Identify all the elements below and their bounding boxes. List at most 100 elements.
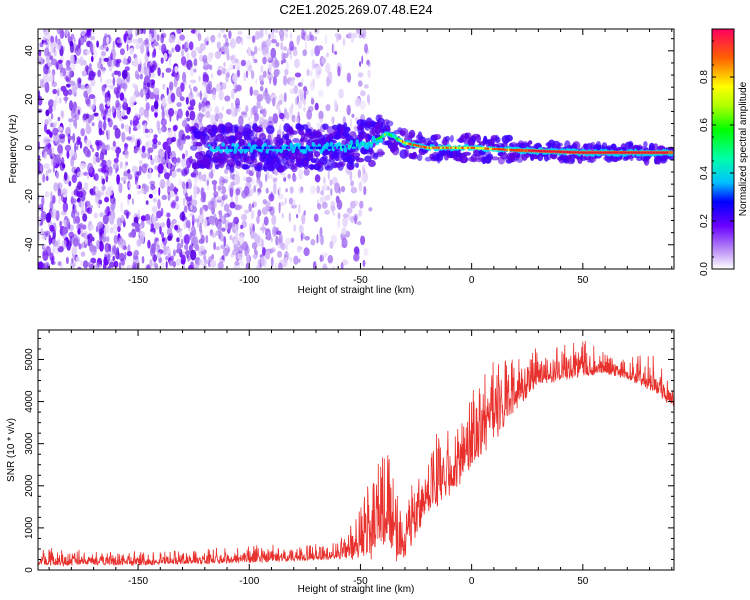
band-halo-blob xyxy=(347,164,355,171)
noise-speckle xyxy=(59,133,66,139)
noise-speckle xyxy=(116,77,123,85)
noise-speckle xyxy=(235,84,242,92)
noise-speckle xyxy=(136,181,139,191)
noise-speckle xyxy=(96,239,100,250)
band-peak-cell xyxy=(630,151,633,154)
noise-speckle xyxy=(133,148,138,154)
band-outer-core xyxy=(349,139,354,146)
noise-speckle xyxy=(185,96,189,105)
band-halo-blob xyxy=(269,157,276,166)
band-peak-cell xyxy=(559,150,561,153)
noise-speckle xyxy=(109,261,115,268)
noise-speckle xyxy=(314,174,321,183)
noise-speckle xyxy=(175,203,180,210)
band-halo-blob xyxy=(385,120,394,127)
noise-speckle xyxy=(193,228,197,237)
noise-speckle xyxy=(113,70,120,76)
noise-speckle xyxy=(280,42,284,51)
noise-speckle xyxy=(165,67,172,73)
noise-speckle xyxy=(267,33,272,40)
noise-speckle xyxy=(182,44,185,50)
noise-speckle xyxy=(209,64,213,71)
noise-speckle xyxy=(293,224,297,233)
x-tick-label: -150 xyxy=(128,576,148,587)
noise-speckle xyxy=(248,64,253,73)
band-peak-cell xyxy=(509,148,511,151)
noise-speckle xyxy=(229,234,233,241)
noise-speckle xyxy=(298,186,303,195)
noise-speckle xyxy=(337,33,342,41)
band-peak-cell xyxy=(542,150,544,153)
noise-speckle xyxy=(293,85,299,95)
band-peak-cell xyxy=(665,151,667,154)
noise-speckle xyxy=(39,229,45,235)
noise-speckle xyxy=(303,247,310,257)
noise-speckle xyxy=(320,190,324,196)
noise-speckle xyxy=(168,56,171,66)
noise-speckle xyxy=(203,173,207,183)
noise-speckle xyxy=(262,70,267,78)
band-peak-cell xyxy=(455,146,457,149)
noise-speckle xyxy=(82,213,88,222)
noise-speckle xyxy=(150,105,155,112)
noise-speckle xyxy=(283,92,287,103)
noise-speckle xyxy=(279,124,282,135)
band-outer-core xyxy=(355,139,360,145)
noise-speckle xyxy=(285,29,289,33)
noise-speckle xyxy=(180,56,187,66)
band-outer-core xyxy=(289,142,294,148)
noise-speckle xyxy=(361,55,364,65)
noise-speckle xyxy=(58,195,61,205)
noise-speckle xyxy=(354,97,361,107)
noise-speckle xyxy=(171,137,175,143)
noise-speckle xyxy=(265,200,271,208)
noise-speckle xyxy=(257,209,262,217)
noise-speckle xyxy=(303,210,306,216)
band-halo-blob xyxy=(557,142,563,147)
chart-title: C2E1.2025.269.07.48.E24 xyxy=(279,2,432,17)
band-peak-cell xyxy=(571,151,574,154)
noise-speckle xyxy=(285,61,289,71)
noise-speckle xyxy=(269,206,275,216)
band-peak-cell xyxy=(584,151,586,154)
noise-speckle xyxy=(275,42,280,47)
noise-speckle xyxy=(172,249,176,257)
band-halo-blob xyxy=(355,157,365,163)
noise-speckle xyxy=(144,128,149,134)
noise-speckle xyxy=(182,265,186,269)
noise-speckle xyxy=(77,109,81,115)
noise-speckle xyxy=(316,233,319,244)
noise-speckle xyxy=(278,236,282,246)
noise-speckle xyxy=(68,180,72,187)
noise-speckle xyxy=(167,159,171,170)
noise-speckle xyxy=(353,253,360,262)
noise-speckle xyxy=(349,170,353,181)
noise-speckle xyxy=(166,217,171,229)
noise-speckle xyxy=(152,43,155,49)
noise-speckle xyxy=(163,52,168,61)
noise-speckle xyxy=(49,146,52,158)
noise-speckle xyxy=(127,173,133,180)
band-outer-core xyxy=(343,147,348,153)
band-peak-cell xyxy=(425,146,427,149)
noise-speckle xyxy=(257,191,261,196)
band-peak-cell xyxy=(447,146,449,149)
noise-speckle xyxy=(240,59,246,67)
noise-speckle xyxy=(112,76,116,86)
noise-speckle xyxy=(57,116,61,122)
noise-speckle xyxy=(185,117,191,122)
noise-speckle xyxy=(274,262,277,269)
noise-speckle xyxy=(150,82,155,89)
noise-speckle xyxy=(105,236,110,243)
band-peak-cell xyxy=(601,151,603,154)
noise-speckle xyxy=(219,234,225,242)
noise-speckle xyxy=(38,149,41,158)
band-halo-blob xyxy=(237,139,247,148)
noise-speckle xyxy=(76,145,79,150)
noise-speckle xyxy=(233,264,236,269)
band-halo-blob xyxy=(349,157,354,167)
noise-speckle xyxy=(301,29,305,40)
noise-speckle xyxy=(223,42,226,48)
noise-speckle xyxy=(93,212,99,219)
